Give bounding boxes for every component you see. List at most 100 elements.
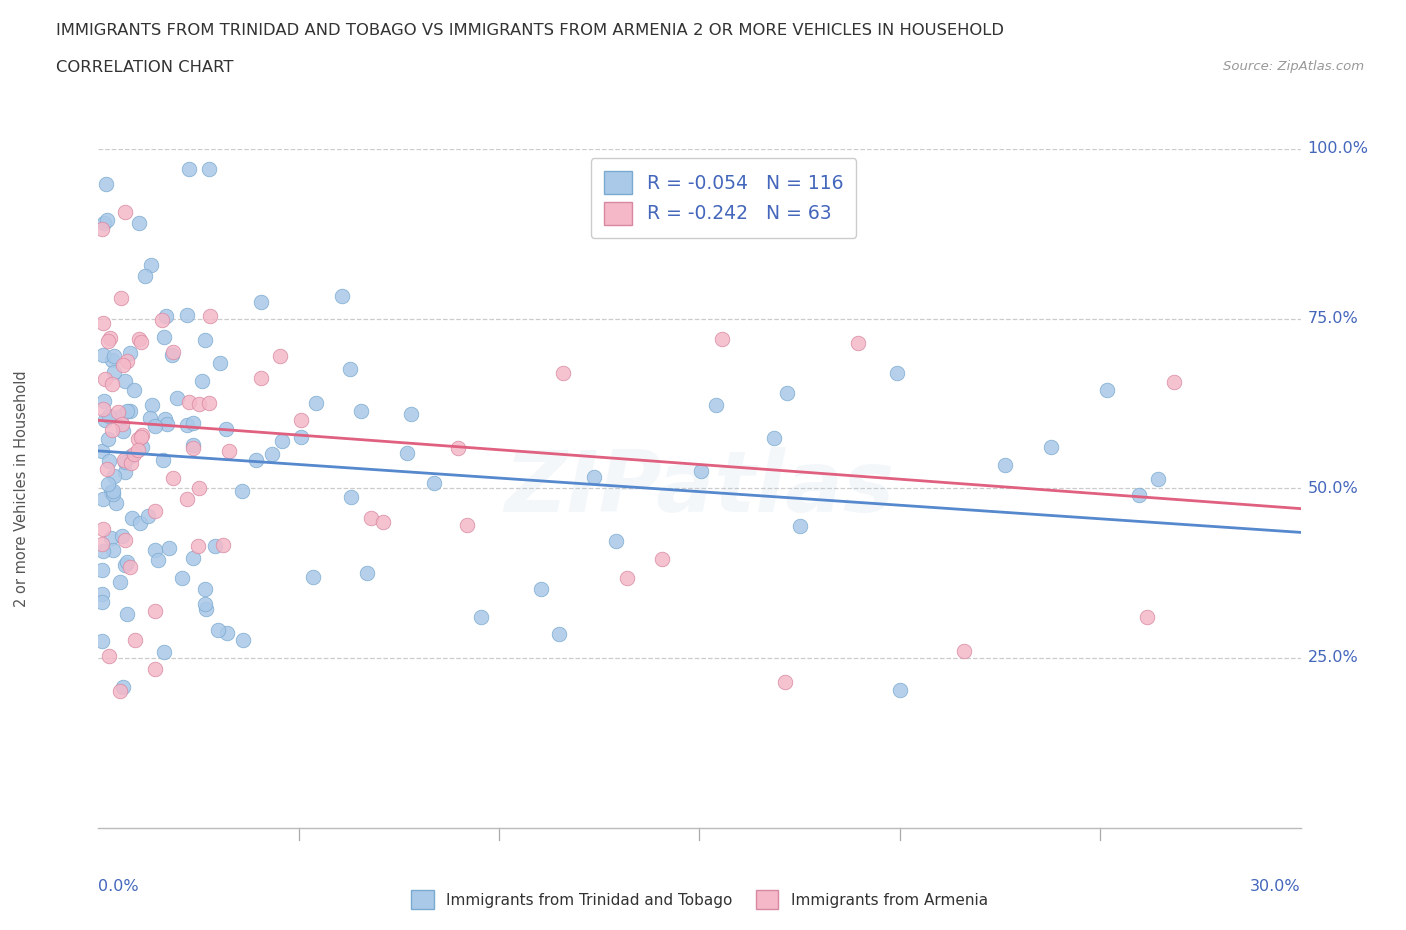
Point bbox=[188, 481, 211, 496]
Point bbox=[128, 332, 150, 347]
Point bbox=[98, 330, 121, 345]
Point bbox=[231, 484, 253, 498]
Point bbox=[217, 625, 239, 640]
Point bbox=[97, 432, 120, 446]
Point bbox=[195, 601, 218, 616]
Point bbox=[91, 595, 114, 610]
Point bbox=[93, 315, 115, 330]
Point bbox=[200, 309, 222, 324]
Point bbox=[187, 396, 209, 411]
Point bbox=[98, 649, 121, 664]
Point bbox=[162, 345, 184, 360]
Point bbox=[129, 334, 152, 349]
Point bbox=[112, 358, 135, 373]
Point bbox=[1095, 383, 1118, 398]
Point bbox=[114, 374, 136, 389]
Point bbox=[122, 446, 145, 461]
Point bbox=[91, 543, 114, 558]
Point bbox=[194, 596, 217, 611]
Point bbox=[994, 458, 1017, 472]
Point bbox=[91, 521, 114, 536]
Point bbox=[114, 558, 136, 573]
Point bbox=[91, 563, 114, 578]
Point bbox=[141, 398, 163, 413]
Point bbox=[194, 333, 217, 348]
Point bbox=[101, 422, 124, 437]
Point bbox=[1128, 488, 1150, 503]
Point bbox=[93, 393, 115, 408]
Point bbox=[302, 569, 325, 584]
Point bbox=[330, 288, 353, 303]
Point bbox=[120, 404, 142, 418]
Point bbox=[160, 347, 183, 362]
Point bbox=[128, 216, 150, 231]
Point bbox=[399, 406, 422, 421]
Point bbox=[886, 365, 908, 380]
Point bbox=[127, 443, 149, 458]
Point bbox=[953, 644, 976, 658]
Point bbox=[107, 405, 129, 419]
Point bbox=[145, 543, 167, 558]
Point bbox=[117, 554, 139, 569]
Point bbox=[101, 484, 124, 498]
Point bbox=[112, 424, 135, 439]
Point bbox=[1040, 440, 1063, 455]
Point bbox=[114, 465, 136, 480]
Point bbox=[605, 533, 627, 548]
Point bbox=[114, 533, 136, 548]
Point bbox=[166, 391, 188, 405]
Point bbox=[114, 205, 136, 219]
Point bbox=[111, 528, 134, 543]
Point bbox=[110, 408, 132, 423]
Text: 2 or more Vehicles in Household: 2 or more Vehicles in Household bbox=[14, 370, 28, 606]
Point bbox=[103, 468, 125, 483]
Point bbox=[91, 492, 114, 507]
Point bbox=[101, 352, 124, 367]
Point bbox=[204, 538, 226, 553]
Point bbox=[583, 470, 606, 485]
Point bbox=[250, 371, 273, 386]
Point bbox=[339, 361, 361, 376]
Point bbox=[98, 453, 121, 468]
Point bbox=[207, 623, 229, 638]
Point bbox=[181, 441, 204, 456]
Point bbox=[110, 684, 132, 698]
Point bbox=[260, 446, 283, 461]
Point bbox=[121, 511, 143, 525]
Point bbox=[651, 551, 673, 566]
Point bbox=[1136, 609, 1159, 624]
Point bbox=[112, 680, 135, 695]
Point bbox=[245, 453, 267, 468]
Point bbox=[360, 511, 382, 525]
Point bbox=[395, 445, 418, 460]
Point bbox=[98, 408, 121, 423]
Point bbox=[111, 416, 134, 431]
Point bbox=[209, 355, 232, 370]
Point bbox=[215, 421, 238, 436]
Point bbox=[183, 438, 205, 453]
Point bbox=[689, 463, 711, 478]
Point bbox=[143, 604, 166, 618]
Point bbox=[100, 377, 122, 392]
Point bbox=[218, 444, 240, 458]
Point bbox=[553, 365, 575, 380]
Point bbox=[108, 575, 131, 590]
Text: 0.0%: 0.0% bbox=[98, 879, 139, 894]
Point bbox=[170, 570, 193, 585]
Point bbox=[91, 402, 114, 417]
Point bbox=[120, 345, 142, 360]
Point bbox=[547, 627, 569, 642]
Point bbox=[118, 559, 141, 574]
Point bbox=[177, 162, 200, 177]
Point bbox=[198, 162, 221, 177]
Point bbox=[91, 537, 114, 551]
Text: 25.0%: 25.0% bbox=[1308, 650, 1358, 666]
Point bbox=[156, 417, 179, 432]
Point bbox=[134, 269, 156, 284]
Point bbox=[181, 551, 204, 565]
Point bbox=[153, 412, 176, 427]
Point bbox=[194, 581, 217, 596]
Point bbox=[122, 382, 145, 397]
Text: 75.0%: 75.0% bbox=[1308, 311, 1358, 326]
Point bbox=[112, 452, 135, 467]
